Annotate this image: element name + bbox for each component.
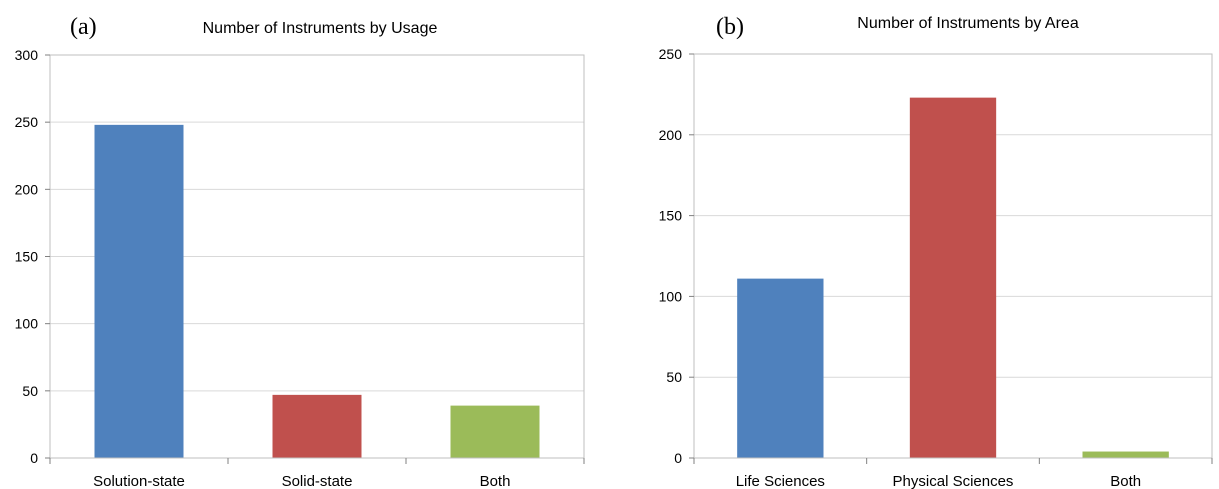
chart-a-x-axis: Solution-state Solid-state Both (49, 458, 585, 489)
y-tick-label: 200 (15, 181, 39, 197)
chart-b-title: Number of Instruments by Area (857, 15, 1079, 32)
y-tick-label: 100 (659, 288, 683, 304)
bar-both (1082, 451, 1169, 458)
chart-b-x-axis: Life Sciences Physical Sciences Both (693, 458, 1213, 489)
chart-a: (a) Number of Instruments by Usage 0 50 10… (15, 14, 585, 489)
y-tick-label: 250 (15, 114, 39, 130)
chart-a-title: Number of Instruments by Usage (203, 20, 438, 37)
y-tick-label: 0 (674, 450, 682, 466)
y-tick-label: 50 (666, 369, 682, 385)
bar-physical-sciences (909, 97, 997, 458)
bar-solution-state (94, 124, 184, 458)
chart-a-panel-label: (a) (70, 14, 97, 40)
y-tick-label: 0 (30, 450, 38, 466)
chart-b-bars (737, 97, 1169, 458)
y-tick-label: 300 (15, 47, 39, 63)
bar-solid-state (272, 394, 362, 458)
bar-both (450, 405, 540, 458)
y-tick-label: 200 (659, 127, 683, 143)
x-tick-label: Physical Sciences (893, 473, 1014, 489)
y-tick-label: 250 (659, 46, 683, 62)
y-tick-label: 150 (659, 208, 683, 224)
x-tick-label: Both (480, 473, 511, 489)
x-tick-label: Life Sciences (736, 473, 825, 489)
x-tick-label: Solution-state (93, 473, 185, 489)
x-tick-label: Solid-state (282, 473, 353, 489)
chart-a-y-axis: 0 50 100 150 200 250 300 (15, 47, 50, 466)
y-tick-label: 50 (22, 383, 38, 399)
y-tick-label: 150 (15, 249, 39, 265)
chart-b: (b) Number of Instruments by Area 0 50 100… (659, 14, 1213, 489)
bar-life-sciences (737, 278, 824, 458)
chart-b-plot-border (693, 53, 1213, 459)
x-tick-label: Both (1110, 473, 1141, 489)
chart-b-y-axis: 0 50 100 150 200 250 (659, 46, 694, 466)
chart-a-bars (94, 124, 540, 458)
chart-b-panel-label: (b) (716, 14, 744, 40)
y-tick-label: 100 (15, 316, 39, 332)
